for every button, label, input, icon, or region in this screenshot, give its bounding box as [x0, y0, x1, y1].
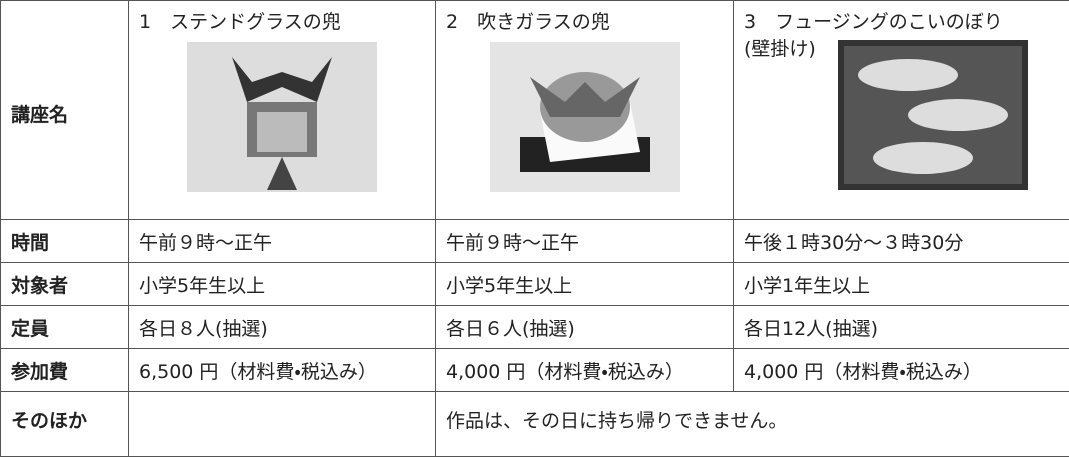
photo [838, 40, 1028, 190]
cell: 6,500 円（材料費・税込み） [129, 349, 436, 392]
cell: 小学5年生以上 [436, 263, 734, 306]
page: {"table":{ "corner_label":"講座名", "course… [0, 0, 1069, 437]
row-label: 対象者 [1, 263, 129, 306]
cell: 午前９時～正午 [129, 220, 436, 263]
course-cell: 3 フュージングのこいのぼり(壁掛け) [734, 1, 1069, 220]
body: 講座名 1 ステンドグラスの兜 2 吹きガラスの兜 3 フュージングのこいのぼり(壁掛… [0, 0, 1069, 437]
cell: 各日６人(抽選) [436, 306, 734, 349]
course-cell: 1 ステンドグラスの兜 [129, 1, 436, 220]
cell: 午後１時30分～３時30分 [734, 220, 1069, 263]
cell: 作品は、その日に持ち帰りできません。 [436, 392, 1069, 457]
course-title: 3 フュージングのこいのぼり [744, 7, 1059, 34]
course-sub-wrap: (壁掛け) [744, 34, 1059, 190]
course-title: 2 吹きガラスの兜 [446, 7, 723, 34]
cell: 小学5年生以上 [129, 263, 436, 306]
header-row: 講座名 1 ステンドグラスの兜 2 吹きガラスの兜 3 フュージングのこいのぼり(壁掛… [1, 1, 1069, 220]
row-label: そのほか [1, 392, 129, 457]
table-row: 定員各日８人(抽選)各日６人(抽選)各日12人(抽選) [1, 306, 1069, 349]
row-label: 参加費 [1, 349, 129, 392]
cell: 小学1年生以上 [734, 263, 1069, 306]
course-title: 1 ステンドグラスの兜 [139, 7, 425, 34]
table-row: 対象者小学5年生以上小学5年生以上小学1年生以上 [1, 263, 1069, 306]
course-cell: 2 吹きガラスの兜 [436, 1, 734, 220]
cell: 各日12人(抽選) [734, 306, 1069, 349]
course-subtitle: (壁掛け) [744, 34, 816, 61]
photo [187, 42, 377, 192]
cell: 午前９時～正午 [436, 220, 734, 263]
table-row: そのほか 作品は、その日に持ち帰りできません。 [1, 392, 1069, 457]
corner-label: 講座名 [1, 1, 129, 220]
cell: 4,000 円（材料費・税込み） [734, 349, 1069, 392]
row-label: 時間 [1, 220, 129, 263]
cell: 各日８人(抽選) [129, 306, 436, 349]
table-row: 時間午前９時～正午午前９時～正午午後１時30分～３時30分 [1, 220, 1069, 263]
cell [129, 392, 436, 457]
cell: 4,000 円（材料費・税込み） [436, 349, 734, 392]
photo [490, 42, 680, 192]
row-label: 定員 [1, 306, 129, 349]
